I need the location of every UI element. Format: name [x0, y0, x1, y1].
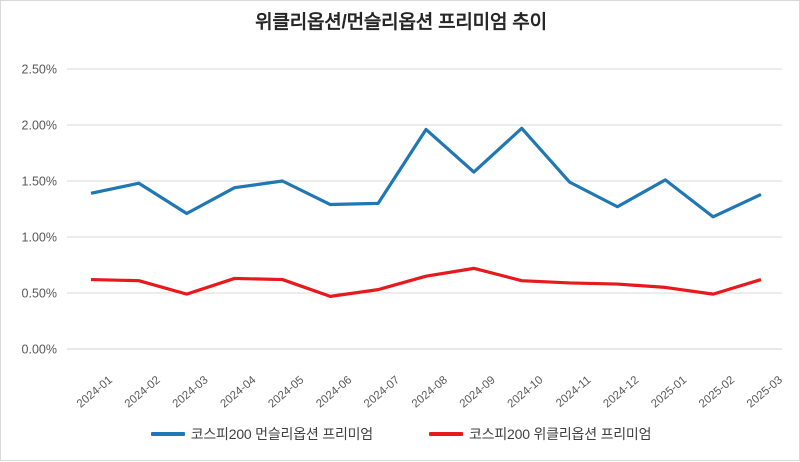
x-axis-tick-label: 2024-08 — [410, 374, 450, 410]
x-axis-tick-label: 2024-10 — [506, 374, 546, 410]
x-axis-tick-label: 2025-03 — [745, 374, 785, 410]
y-axis-tick-label: 1.00% — [22, 230, 57, 244]
y-axis-tick-labels: 0.00% 0.50% 1.00% 1.50% 2.00% 2.50% — [22, 62, 57, 356]
y-axis-tick-label: 2.50% — [22, 62, 57, 76]
y-axis-tick-label: 1.50% — [22, 174, 57, 188]
legend-item-label: 코스피200 먼슬리옵션 프리미엄 — [190, 426, 374, 442]
legend-color-swatch — [150, 432, 185, 436]
x-axis-tick-label: 2024-03 — [171, 374, 211, 410]
legend-item[interactable]: 코스피200 먼슬리옵션 프리미엄 — [150, 424, 374, 444]
series-line — [90, 126, 762, 219]
x-axis-tick-label: 2024-09 — [458, 374, 498, 410]
chart-title: 위클리옵션/먼슬리옵션 프리미엄 추이 — [255, 12, 547, 33]
x-axis-tick-label: 2024-11 — [554, 374, 593, 410]
y-axis-tick-label: 0.00% — [22, 342, 57, 356]
legend-item[interactable]: 코스피200 위클리옵션 프리미엄 — [429, 424, 652, 444]
x-axis-tick-label: 2024-05 — [266, 374, 306, 410]
x-axis-tick-label: 2024-02 — [123, 374, 163, 410]
x-axis-tick-label: 2024-07 — [362, 374, 402, 410]
data-series — [90, 126, 762, 298]
legend-color-swatch — [429, 432, 463, 436]
x-axis-tick-label: 2024-12 — [601, 374, 641, 410]
x-axis-tick-label: 2024-06 — [314, 374, 354, 410]
chart-legend: 코스피200 먼슬리옵션 프리미엄 코스피200 위클리옵션 프리미엄 — [1, 424, 800, 444]
x-axis-tick-label: 2025-02 — [697, 374, 737, 410]
y-axis-tick-label: 0.50% — [22, 286, 57, 300]
gridlines — [67, 68, 782, 350]
series-line — [90, 266, 762, 298]
x-axis-tick-label: 2024-04 — [218, 374, 259, 411]
x-axis-tick-labels: 2024-01 2024-02 2024-03 2024-04 2024-05 2024-… — [75, 374, 785, 411]
x-axis-tick-label: 2024-01 — [75, 374, 115, 410]
y-axis-tick-label: 2.00% — [22, 118, 57, 132]
x-axis-tick-label: 2025-01 — [649, 374, 689, 410]
legend-item-label: 코스피200 위클리옵션 프리미엄 — [469, 426, 652, 442]
